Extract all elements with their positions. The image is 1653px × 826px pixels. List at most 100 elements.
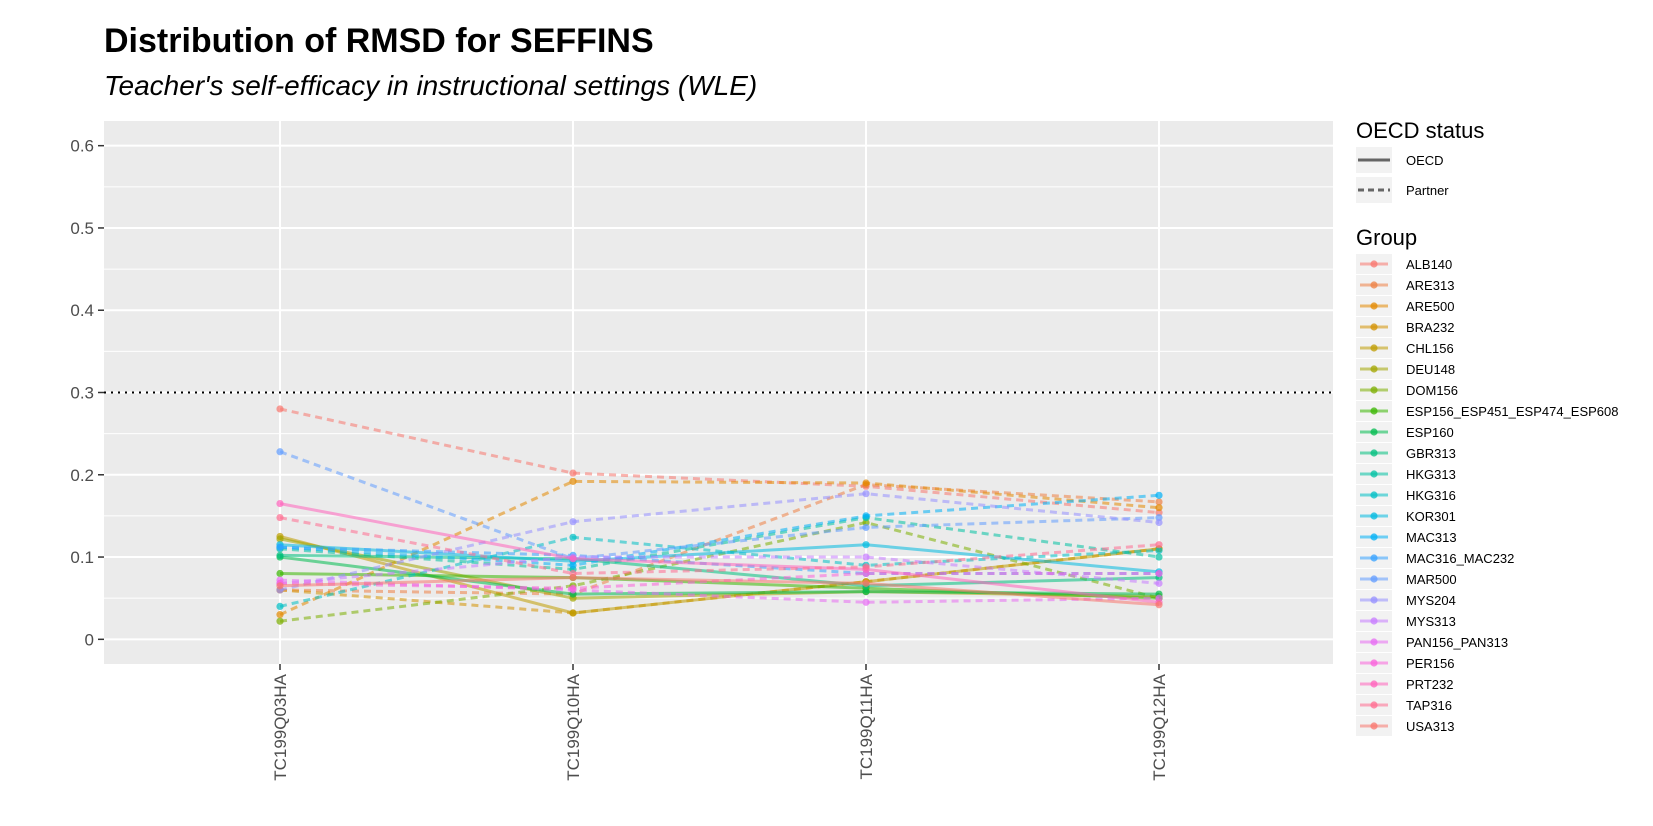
- series-line-mys204: [279, 492, 1160, 592]
- legend-label-tap316: TAP316: [1406, 698, 1452, 713]
- data-point-kor301: [862, 541, 870, 549]
- legend-key-point-alb140: [1370, 260, 1378, 268]
- legend-label-chl156: CHL156: [1406, 341, 1454, 356]
- data-point-are313: [1155, 498, 1163, 506]
- legend-label-mar500: MAR500: [1406, 572, 1457, 587]
- legend-title-group: Group: [1356, 225, 1417, 250]
- data-point-prt232: [569, 555, 577, 563]
- data-point-chl156: [569, 609, 577, 617]
- y-tick-label: 0.6: [70, 137, 94, 156]
- legend-label-dom156: DOM156: [1406, 383, 1458, 398]
- legend-key-point-are313: [1370, 281, 1378, 289]
- y-tick-label: 0.5: [70, 219, 94, 238]
- legend-key-point-mar500: [1370, 575, 1378, 583]
- series-line-usa313: [279, 576, 1160, 607]
- legend-key-point-usa313: [1370, 722, 1378, 730]
- legend-key-point-dom156: [1370, 386, 1378, 394]
- legend-key-point-chl156: [1370, 344, 1378, 352]
- data-point-mac313: [1155, 491, 1163, 499]
- legend-label-esp156_esp451_esp474_esp608: ESP156_ESP451_ESP474_ESP608: [1406, 404, 1619, 419]
- data-point-alb140: [569, 469, 577, 477]
- data-point-mac313: [862, 512, 870, 520]
- axes: 0 0.1 0.2 0.3 0.4 0.5 0.6 TC199Q03HA TC199Q10HA T…: [70, 137, 1169, 781]
- legend-label-gbr313: GBR313: [1406, 446, 1456, 461]
- data-point-mac316_mac232: [276, 543, 284, 551]
- legend: OECD status OECD Partner Group ALB140 ARE313 A…: [1356, 118, 1619, 736]
- series-line-are313: [279, 483, 1160, 596]
- data-point-usa313: [1155, 601, 1163, 609]
- legend-label-mac316_mac232: MAC316_MAC232: [1406, 551, 1514, 566]
- data-point-tap316: [862, 563, 870, 571]
- data-point-esp160: [862, 588, 870, 596]
- data-point-tap316: [276, 513, 284, 522]
- chart-title: Distribution of RMSD for SEFFINS: [104, 22, 654, 60]
- legend-key-point-esp156_esp451_esp474_esp608: [1370, 407, 1378, 415]
- legend-key-point-are500: [1370, 302, 1378, 310]
- series-line-hkg313: [279, 516, 1160, 571]
- series-line-tap316: [279, 516, 1160, 575]
- data-point-usa313: [569, 574, 577, 582]
- data-point-tap316: [1155, 541, 1163, 549]
- series-line-per156: [279, 572, 1159, 590]
- series-line-are500: [279, 479, 1160, 616]
- data-point-mar500: [276, 448, 284, 456]
- data-point-gbr313: [276, 551, 284, 560]
- legend-key-point-bra232: [1370, 323, 1378, 331]
- data-point-are500: [569, 477, 577, 485]
- legend-label-hkg313: HKG313: [1406, 467, 1456, 482]
- data-point-mar500: [862, 523, 870, 532]
- data-point-prt232: [276, 499, 284, 508]
- series-line-kor301: [279, 543, 1160, 574]
- data-point-mys313: [1155, 579, 1163, 587]
- data-point-pan156_pan313: [862, 598, 870, 606]
- legend-label-mys313: MYS313: [1406, 614, 1456, 629]
- legend-key-point-mys204: [1370, 596, 1378, 604]
- legend-key-point-mys313: [1370, 617, 1378, 625]
- legend-key-point-tap316: [1370, 701, 1378, 709]
- legend-label-are313: ARE313: [1406, 278, 1454, 293]
- y-tick-label: 0.2: [70, 466, 94, 485]
- chart-subtitle: Teacher's self-efficacy in instructional…: [104, 70, 758, 101]
- legend-label-hkg316: HKG316: [1406, 488, 1456, 503]
- y-tick-label: 0.4: [70, 301, 94, 320]
- legend-key-point-mac316_mac232: [1370, 554, 1378, 562]
- legend-key-point-kor301: [1370, 512, 1378, 520]
- legend-label-pan156_pan313: PAN156_PAN313: [1406, 635, 1508, 650]
- data-point-mys204: [862, 490, 870, 498]
- data-point-mys204: [569, 518, 577, 526]
- data-point-mys204: [1155, 518, 1163, 527]
- x-tick-label: TC199Q10HA: [564, 673, 583, 780]
- legend-label-bra232: BRA232: [1406, 320, 1454, 335]
- legend-key-point-mac313: [1370, 533, 1378, 541]
- legend-label-usa313: USA313: [1406, 719, 1454, 734]
- legend-key-point-gbr313: [1370, 449, 1378, 457]
- legend-label-per156: PER156: [1406, 656, 1454, 671]
- legend-label-prt232: PRT232: [1406, 677, 1453, 692]
- data-point-usa313: [276, 582, 284, 590]
- data-point-mys313: [862, 553, 870, 561]
- data-point-dom156: [276, 617, 284, 625]
- x-tick-label: TC199Q12HA: [1150, 673, 1169, 780]
- legend-key-point-deu148: [1370, 365, 1378, 373]
- legend-key-point-prt232: [1370, 680, 1378, 688]
- legend-label-mac313: MAC313: [1406, 530, 1457, 545]
- data-point-hkg316: [569, 533, 577, 541]
- data-point-hkg316: [1155, 546, 1163, 555]
- series-line-mys313: [279, 555, 1160, 585]
- data-point-alb140: [276, 405, 284, 413]
- series-line-hkg316: [279, 535, 1160, 608]
- legend-label-deu148: DEU148: [1406, 362, 1455, 377]
- x-tick-label: TC199Q03HA: [271, 673, 290, 780]
- data-point-hkg313: [1155, 553, 1163, 561]
- legend-key-point-esp160: [1370, 428, 1378, 436]
- legend-label-kor301: KOR301: [1406, 509, 1456, 524]
- x-tick-label: TC199Q11HA: [857, 673, 876, 779]
- legend-label-alb140: ALB140: [1406, 257, 1452, 272]
- data-point-dom156: [862, 518, 870, 527]
- data-point-usa313: [862, 579, 870, 587]
- series-line-prt232: [279, 502, 1160, 604]
- data-point-are500: [1155, 504, 1163, 512]
- legend-key-point-pan156_pan313: [1370, 638, 1378, 646]
- data-point-hkg316: [276, 602, 284, 611]
